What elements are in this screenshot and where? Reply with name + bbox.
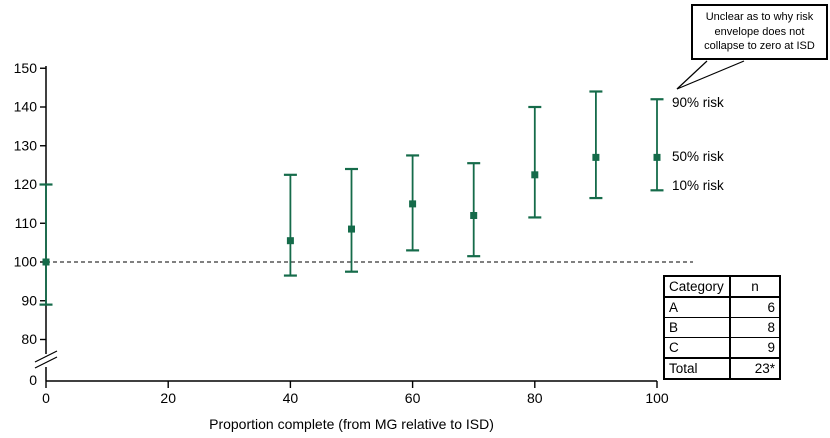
x-tick-label: 40 — [283, 390, 299, 406]
table-total-row: Total 23* — [663, 357, 781, 380]
callout-tail-line — [676, 60, 745, 90]
cell-category: B — [663, 317, 731, 338]
median-marker — [653, 153, 661, 161]
table-row: A 6 — [663, 296, 781, 318]
cell-n: 9 — [729, 337, 781, 359]
y-tick-label: 130 — [14, 137, 38, 153]
median-marker — [592, 153, 600, 161]
callout-tail-line — [676, 60, 708, 90]
median-marker — [470, 212, 478, 219]
y-tick-label: 80 — [21, 331, 37, 347]
cell-category: A — [663, 296, 731, 318]
cell-total-n: 23* — [729, 357, 781, 380]
y-tick-label: 90 — [21, 292, 37, 308]
median-marker — [409, 200, 417, 208]
label-90-percent-risk: 90% risk — [672, 95, 724, 110]
x-axis-title: Proportion complete (from MG relative to… — [209, 416, 494, 432]
header-category: Category — [663, 275, 731, 298]
table-header-row: Category n — [663, 275, 781, 298]
cell-category: C — [663, 337, 731, 359]
sample-size-table: Category n A 6 B 8 C 9 Total 23* — [663, 275, 781, 380]
y-tick-label: 150 — [14, 60, 38, 76]
table-row: C 9 — [663, 337, 781, 359]
cell-total-label: Total — [663, 357, 731, 380]
cell-n: 6 — [729, 296, 781, 318]
median-marker — [348, 225, 355, 233]
callout-text: Unclear as to why risk envelope does not… — [704, 11, 815, 53]
x-tick-label: 80 — [527, 390, 543, 406]
callout-note: Unclear as to why risk envelope does not… — [691, 4, 828, 60]
x-tick-label: 20 — [160, 390, 176, 406]
table-row: B 8 — [663, 317, 781, 338]
y-axis-break-slash — [34, 350, 58, 363]
cell-n: 8 — [729, 317, 781, 338]
label-50-percent-risk: 50% risk — [672, 149, 724, 164]
label-10-percent-risk: 10% risk — [672, 178, 724, 193]
header-n: n — [729, 275, 781, 298]
median-marker — [531, 171, 539, 179]
x-tick-label: 0 — [42, 390, 50, 406]
median-marker — [286, 237, 294, 245]
y-tick-label: 100 — [14, 254, 38, 270]
y-tick-label: 140 — [14, 99, 38, 115]
y-tick-label: 120 — [14, 176, 38, 192]
x-tick-label: 60 — [405, 390, 421, 406]
y-zero-label: 0 — [29, 372, 37, 388]
y-tick-label: 110 — [15, 215, 38, 231]
y-axis-break-slash — [34, 356, 58, 369]
median-marker — [42, 258, 50, 266]
x-tick-label: 100 — [645, 390, 669, 406]
